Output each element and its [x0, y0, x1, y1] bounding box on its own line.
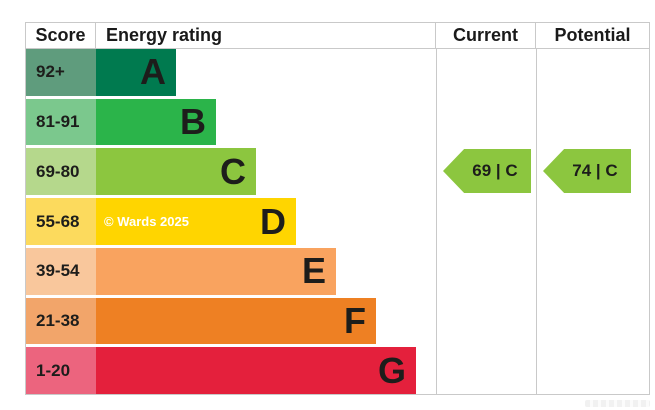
- header-cell-energy-rating: Energy rating: [96, 23, 436, 48]
- rating-rows: 92+ A 81-91 B 69-80 C 55-68: [26, 49, 649, 395]
- rating-bar-c: C: [96, 148, 256, 196]
- rating-row-d: 55-68 © Wards 2025 D: [26, 198, 649, 245]
- header-cell-current: Current: [436, 23, 536, 48]
- current-rating-arrow: 69 | C: [443, 149, 531, 193]
- column-divider-current: [436, 48, 437, 394]
- score-range-label: 21-38: [26, 297, 96, 345]
- rating-row-g: 1-20 G: [26, 347, 649, 395]
- rating-letter: C: [220, 150, 246, 192]
- score-range-label: 39-54: [26, 247, 96, 295]
- score-range-label: 81-91: [26, 98, 96, 146]
- score-range-label: 69-80: [26, 148, 96, 196]
- rating-bar-f: F: [96, 297, 376, 345]
- rating-letter: E: [301, 250, 326, 292]
- rating-bar-a: A: [96, 49, 176, 96]
- epc-table: Score Energy rating Current Potential 92…: [25, 22, 650, 395]
- score-range-label: 55-68: [26, 198, 96, 245]
- wards-copyright-watermark: © Wards 2025: [104, 214, 189, 230]
- header-cell-score: Score: [26, 23, 96, 48]
- rating-letter: A: [140, 51, 166, 93]
- rating-bar-g: G: [96, 347, 416, 395]
- rating-bar-d: © Wards 2025 D: [96, 198, 296, 245]
- potential-rating-arrow: 74 | C: [543, 149, 631, 193]
- column-divider-potential: [536, 48, 537, 394]
- faint-watermark: [585, 400, 650, 407]
- rating-row-b: 81-91 B: [26, 98, 649, 146]
- rating-row-c: 69-80 C: [26, 148, 649, 196]
- score-range-label: 1-20: [26, 347, 96, 395]
- header-cell-potential: Potential: [554, 25, 631, 45]
- rating-letter: G: [377, 349, 406, 391]
- rating-bar-b: B: [96, 98, 216, 146]
- score-range-label: 92+: [26, 49, 96, 96]
- rating-letter: F: [344, 299, 366, 341]
- rating-letter: B: [180, 101, 206, 143]
- rating-row-a: 92+ A: [26, 49, 649, 96]
- rating-bar-e: E: [96, 247, 336, 295]
- rating-row-f: 21-38 F: [26, 297, 649, 345]
- rating-letter: D: [260, 200, 286, 242]
- header-row: Score Energy rating Current Potential: [26, 23, 649, 49]
- rating-row-e: 39-54 E: [26, 247, 649, 295]
